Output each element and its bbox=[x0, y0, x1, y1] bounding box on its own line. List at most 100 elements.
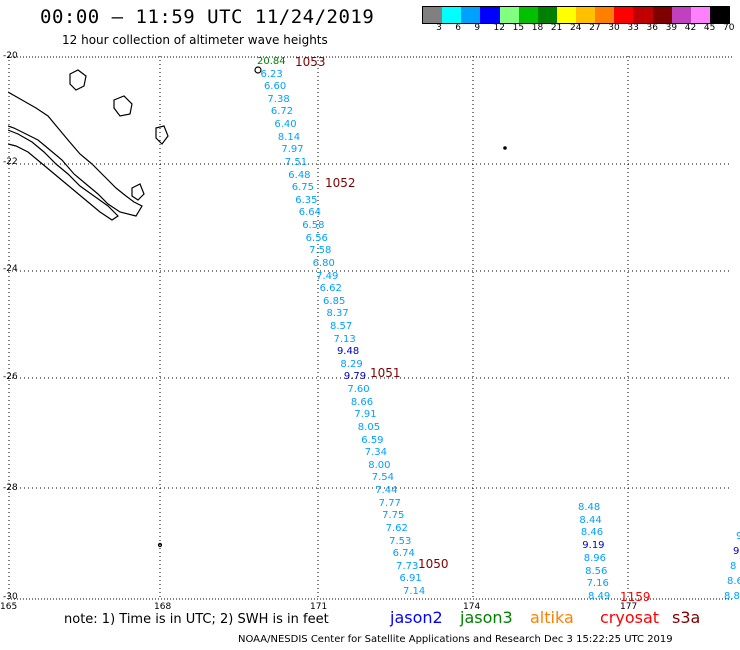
satellite-name: jason3 bbox=[460, 608, 513, 627]
swh-value: 8.29 bbox=[340, 358, 363, 370]
map-gridlines bbox=[8, 56, 732, 600]
swh-value: 6.58 bbox=[302, 220, 325, 232]
swh-value: 7.62 bbox=[385, 522, 408, 534]
map-plot-area bbox=[8, 56, 732, 600]
longitude-label: 171 bbox=[310, 602, 328, 612]
swh-value: 9.79 bbox=[343, 371, 367, 383]
swh-value: 6.40 bbox=[274, 119, 297, 131]
swh-value: 8 bbox=[730, 561, 737, 572]
color-scale-label: 12 bbox=[493, 23, 505, 33]
satellite-name: s3a bbox=[672, 608, 701, 627]
swh-value: 7.75 bbox=[382, 510, 405, 522]
credit-line: NOAA/NESDIS Center for Satellite Applica… bbox=[238, 634, 673, 645]
color-scale-bar bbox=[422, 6, 730, 24]
color-scale-label: 21 bbox=[550, 23, 563, 33]
color-swatch bbox=[461, 7, 481, 23]
swh-value: 7.53 bbox=[389, 535, 412, 547]
swh-value: 8.8 bbox=[724, 591, 740, 602]
color-scale-label: 3 bbox=[436, 23, 442, 33]
satellite-name: jason2 bbox=[390, 608, 443, 627]
color-swatch bbox=[556, 7, 576, 23]
swh-value: 7.77 bbox=[378, 497, 401, 509]
color-scale-label: 6 bbox=[455, 23, 461, 33]
color-scale-label: 42 bbox=[684, 23, 697, 33]
coastline bbox=[8, 66, 507, 548]
swh-value: 7.73 bbox=[396, 560, 419, 572]
color-swatch bbox=[614, 7, 634, 23]
color-scale-label: 30 bbox=[608, 23, 620, 33]
pass-number: 1050 bbox=[418, 557, 449, 571]
swh-value: 7.38 bbox=[267, 93, 290, 105]
swh-value: 8.44 bbox=[579, 514, 602, 526]
color-scale-label: 24 bbox=[570, 23, 582, 33]
swh-value: 6.85 bbox=[323, 295, 346, 307]
swh-value: 7.60 bbox=[347, 384, 370, 396]
color-swatch bbox=[671, 7, 691, 23]
swh-value: 7.49 bbox=[316, 270, 339, 282]
swh-value: 8.14 bbox=[277, 131, 301, 143]
swh-value: 7.91 bbox=[354, 409, 377, 421]
swh-value: 8.46 bbox=[580, 527, 604, 539]
swh-value: 7.51 bbox=[284, 156, 308, 168]
swh-value: 8.37 bbox=[326, 308, 349, 320]
swh-value: 7.34 bbox=[364, 447, 388, 459]
swh-value: 8.00 bbox=[368, 459, 391, 471]
color-swatch bbox=[633, 7, 653, 23]
swh-value: 6.64 bbox=[298, 207, 321, 219]
pass-number: 1159 bbox=[620, 590, 651, 604]
swh-value: 6.60 bbox=[263, 81, 287, 93]
color-scale-label: 36 bbox=[646, 23, 658, 33]
color-swatch bbox=[442, 7, 462, 23]
pass-number: 1051 bbox=[370, 366, 401, 380]
latitude-label: -20 bbox=[3, 51, 18, 61]
color-swatch bbox=[480, 7, 500, 23]
swh-value: 8.49 bbox=[588, 591, 611, 602]
longitude-label: 174 bbox=[463, 602, 481, 612]
swh-value: 7.16 bbox=[586, 578, 609, 590]
swh-value: 6.91 bbox=[399, 573, 422, 585]
longitude-label: 177 bbox=[620, 602, 638, 612]
swh-value: 20.84 bbox=[257, 56, 286, 67]
swh-value: 7.14 bbox=[403, 586, 426, 597]
color-swatch bbox=[709, 7, 729, 23]
color-scale-label: 45 bbox=[703, 23, 716, 33]
swh-value: 8.6 bbox=[727, 576, 740, 587]
color-swatch bbox=[690, 7, 710, 23]
swh-value: 7.54 bbox=[371, 472, 394, 484]
swh-value: 6.56 bbox=[305, 232, 328, 244]
color-scale-label: 9 bbox=[474, 23, 481, 33]
swh-value: 9 bbox=[736, 531, 740, 542]
latitude-label: -24 bbox=[3, 264, 18, 274]
swh-value: 6.72 bbox=[270, 106, 294, 118]
color-swatch bbox=[576, 7, 596, 23]
color-scale-label: 39 bbox=[665, 23, 678, 33]
swh-value: 8.96 bbox=[583, 552, 606, 564]
swh-value: 6.75 bbox=[291, 182, 315, 194]
color-scale-label: 18 bbox=[531, 23, 544, 33]
map-subtitle: 12 hour collection of altimeter wave hei… bbox=[62, 33, 328, 47]
longitude-label: 165 bbox=[0, 602, 18, 612]
swh-value: 7.44 bbox=[375, 485, 398, 497]
satellite-name: altika bbox=[530, 608, 574, 627]
map-frame bbox=[8, 56, 732, 600]
swh-value: 8.48 bbox=[578, 502, 601, 513]
longitude-label: 168 bbox=[154, 602, 172, 612]
color-swatch bbox=[537, 7, 557, 23]
footer-note: note: 1) Time is in UTC; 2) SWH is in fe… bbox=[64, 612, 329, 627]
map-title: 00:00 – 11:59 UTC 11/24/2019 bbox=[40, 6, 375, 28]
swh-value: 6.35 bbox=[295, 194, 318, 206]
swh-value: 7.13 bbox=[333, 333, 356, 345]
latitude-label: -28 bbox=[3, 483, 18, 493]
swh-value: 7.58 bbox=[309, 245, 332, 257]
latitude-label: -26 bbox=[3, 372, 18, 382]
swh-value: 6.48 bbox=[288, 169, 311, 181]
color-swatch bbox=[499, 7, 519, 23]
swh-value: 6.80 bbox=[312, 257, 335, 269]
satellite-name: cryosat bbox=[600, 608, 660, 627]
latitude-label: -22 bbox=[3, 157, 18, 167]
color-swatch bbox=[595, 7, 615, 23]
color-scale-label: 27 bbox=[589, 23, 601, 33]
pass-number: 1053 bbox=[295, 55, 326, 69]
color-scale-label: 15 bbox=[512, 23, 525, 33]
